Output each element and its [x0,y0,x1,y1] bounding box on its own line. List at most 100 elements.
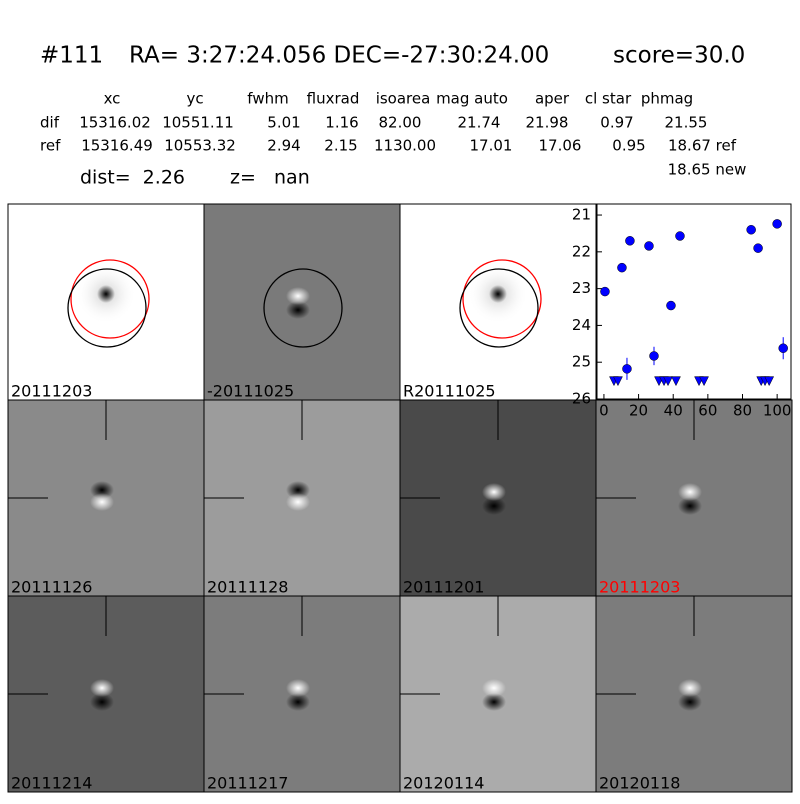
stamp-label: 20111203 [599,578,680,597]
point [622,364,632,374]
column-header: yc [186,90,203,108]
column-header: aper [535,90,570,108]
point [675,231,685,241]
table-cell: 1.16 [325,114,358,132]
aperture [263,268,343,348]
residual [678,497,702,515]
point [649,351,659,361]
row-label: dif [40,114,60,132]
stamp-label: 20120118 [599,774,680,793]
column-header: isoarea [376,90,431,108]
residual [90,693,114,711]
table-cell: 2.15 [324,137,357,155]
stamp-label: R20111025 [403,382,496,401]
table-note: 18.65 new [668,161,747,179]
residual [286,693,310,711]
table-cell: 21.98 [526,114,569,132]
residual [678,679,702,697]
table-cell: 17.01 [470,137,513,155]
table-cell: 18.67 ref [668,137,737,155]
y-tick-label: 24 [572,316,591,334]
aperture [459,268,539,348]
column-header: cl star [585,90,632,108]
stamp-label: -20111025 [207,382,294,401]
table-cell: 15316.02 [79,114,151,132]
table-cell: 0.97 [600,114,633,132]
aperture [67,268,147,348]
point [600,286,610,297]
y-tick-label: 22 [572,242,591,260]
residual [286,493,310,511]
x-tick-label: 80 [733,402,752,420]
residual [482,679,506,697]
table-cell: 21.74 [458,114,501,132]
residual [678,693,702,711]
column-header: xc [104,90,121,108]
upper-limit [663,376,673,387]
table-cell: 82.00 [379,114,422,132]
z: z= nan [230,167,310,189]
y-tick-label: 26 [572,390,591,408]
table-cell: 15316.49 [81,137,153,155]
stamp-label: 20111201 [403,578,484,597]
aperture [462,259,542,339]
residual [90,679,114,697]
object-id: #111 [40,43,103,69]
residual [678,483,702,501]
point [625,236,635,246]
residual [482,483,506,501]
column-header: mag auto [436,90,508,108]
source [97,285,115,303]
score: score=30.0 [613,43,745,69]
upper-limit [671,376,681,387]
table-cell: 10551.11 [162,114,234,132]
upper-limit [613,376,623,387]
x-tick-label: 100 [763,402,792,420]
point [753,243,763,253]
upper-limit [699,376,709,387]
y-tick-label: 21 [572,206,591,224]
table-cell: 17.06 [539,137,582,155]
table-cell: 21.55 [665,114,708,132]
dist: dist= 2.26 [80,167,185,189]
y-tick-label: 23 [572,279,591,297]
table-cell: 5.01 [267,114,300,132]
residual [90,493,114,511]
point [778,343,788,353]
point [617,262,627,273]
point [644,241,654,251]
stamp-label: 20111214 [11,774,92,793]
residual [482,693,506,711]
residual [286,287,310,305]
table-cell: 10553.32 [164,137,236,155]
residual [482,497,506,515]
stamp-label: 20111128 [207,578,288,597]
x-tick-label: 0 [599,402,609,420]
stamp-label: 20111203 [11,382,92,401]
y-tick-label: 25 [572,353,591,371]
residual [286,679,310,697]
row-label: ref [40,137,61,155]
source [489,285,507,303]
column-header: fluxrad [307,90,360,108]
residual [286,301,310,319]
column-header: phmag [641,90,693,108]
column-header: fwhm [247,90,288,108]
x-tick-label: 40 [664,402,683,420]
stamp-label: 20120114 [403,774,484,793]
point [746,225,756,235]
table-cell: 0.95 [612,137,645,155]
point [666,300,676,311]
aperture [70,259,150,339]
table-cell: 1130.00 [374,137,436,155]
x-tick-label: 20 [629,402,648,420]
stamp-label: 20111126 [11,578,92,597]
stamp-label: 20111217 [207,774,288,793]
coordinates: RA= 3:27:24.056 DEC=-27:30:24.00 [129,43,549,69]
x-tick-label: 60 [698,402,717,420]
table-cell: 2.94 [267,137,300,155]
point [772,219,782,229]
upper-limit [764,376,775,387]
